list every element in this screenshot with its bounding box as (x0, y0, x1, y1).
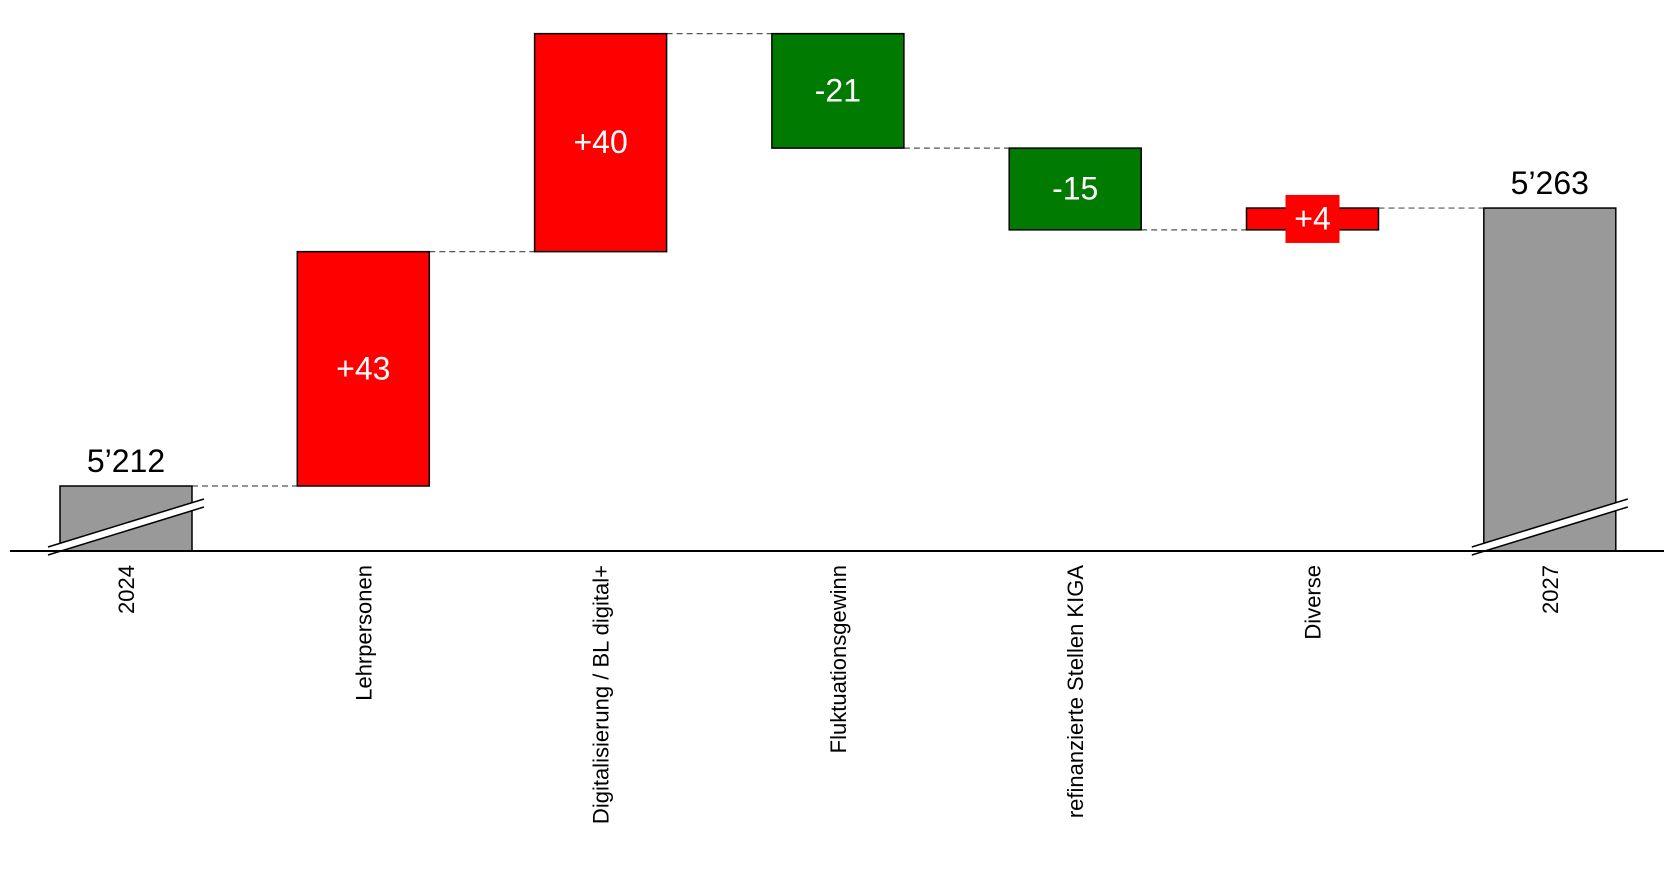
x-tick-label: Diverse (1301, 565, 1326, 640)
data-label: +4 (1294, 200, 1330, 236)
data-label: +40 (573, 124, 627, 160)
bar-decrease (1008, 147, 1142, 231)
data-label: -21 (815, 72, 861, 108)
bar-increase (296, 250, 431, 487)
data-label-total: 5’263 (1511, 165, 1589, 201)
data-label-background (1285, 194, 1340, 243)
axis-break-line (47, 498, 205, 548)
x-tick-label: 2024 (114, 565, 139, 614)
x-tick-label: Fluktuationsgewinn (826, 565, 851, 753)
bar-total (1483, 207, 1617, 552)
axis-break-line (1471, 506, 1629, 556)
x-tick-label: Digitalisierung / BL digital+ (589, 565, 614, 824)
bar-increase (533, 32, 668, 253)
axis-break-line (1471, 498, 1629, 548)
axis-break-mark (48, 499, 204, 555)
axis-break-line (47, 506, 205, 556)
x-tick-label: Lehrpersonen (351, 565, 376, 701)
x-tick-label: 2027 (1538, 565, 1563, 614)
data-label-total: 5’212 (87, 443, 165, 479)
x-tick-label: refinanzierte Stellen KIGA (1063, 565, 1088, 818)
data-label: +43 (336, 350, 390, 386)
axis-break-mark (1471, 499, 1628, 555)
data-label: -15 (1052, 170, 1098, 206)
bar-decrease (771, 32, 905, 149)
bar-total (59, 485, 193, 552)
